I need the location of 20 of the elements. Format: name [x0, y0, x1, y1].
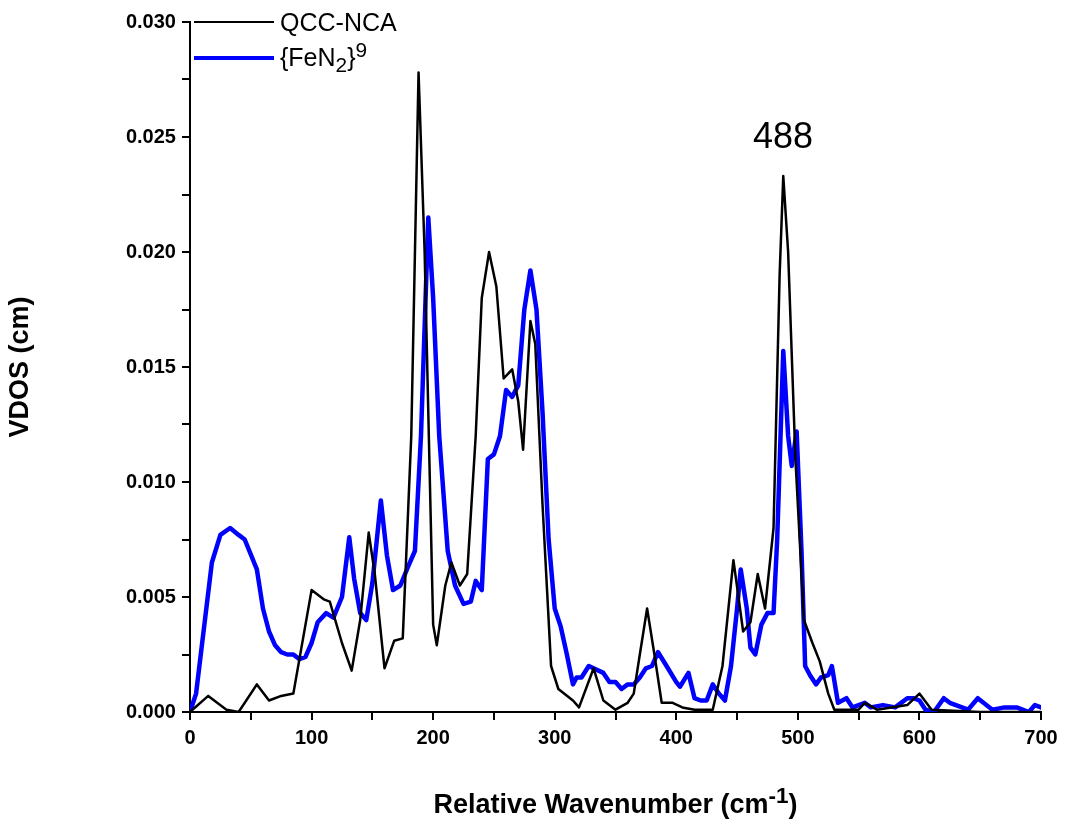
x-tick-label: 200 — [416, 725, 450, 748]
y-tick-label: 0.015 — [125, 354, 176, 377]
x-tick-label: 100 — [294, 725, 329, 748]
y-tick-label: 0.020 — [125, 239, 176, 262]
x-tick-label: 700 — [1024, 725, 1058, 748]
y-tick-label: 0.030 — [125, 9, 176, 32]
x-tick-label: 600 — [902, 725, 937, 748]
y-tick-label: 0.010 — [125, 469, 176, 492]
x-tick-label: 0 — [184, 725, 196, 748]
annotation: 488 — [752, 114, 814, 156]
legend-label: QCC-NCA — [280, 7, 397, 37]
legend-label: {FeN$_{2}$}$^{9}$ — [280, 38, 368, 78]
x-tick-label: 500 — [781, 725, 815, 748]
y-tick-label: 0.025 — [125, 124, 176, 147]
x-axis-title: Relative Wavenumber (cm$^{-1}$) — [432, 783, 799, 820]
y-tick-label: 0.005 — [125, 584, 176, 607]
x-tick-label: 400 — [659, 725, 693, 748]
y-tick-label: 0.000 — [125, 699, 176, 722]
x-tick-label: 300 — [538, 725, 572, 748]
y-axis-title: VDOS (cm) — [3, 296, 34, 438]
